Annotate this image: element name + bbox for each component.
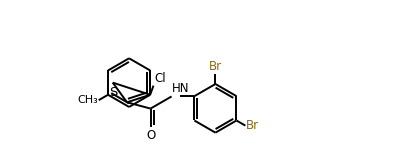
- Text: S: S: [109, 86, 118, 99]
- Text: Br: Br: [209, 60, 222, 73]
- Text: O: O: [146, 129, 155, 142]
- Text: CH₃: CH₃: [77, 95, 98, 105]
- Text: Br: Br: [246, 119, 259, 132]
- Text: HN: HN: [172, 82, 190, 95]
- Text: Cl: Cl: [154, 72, 166, 85]
